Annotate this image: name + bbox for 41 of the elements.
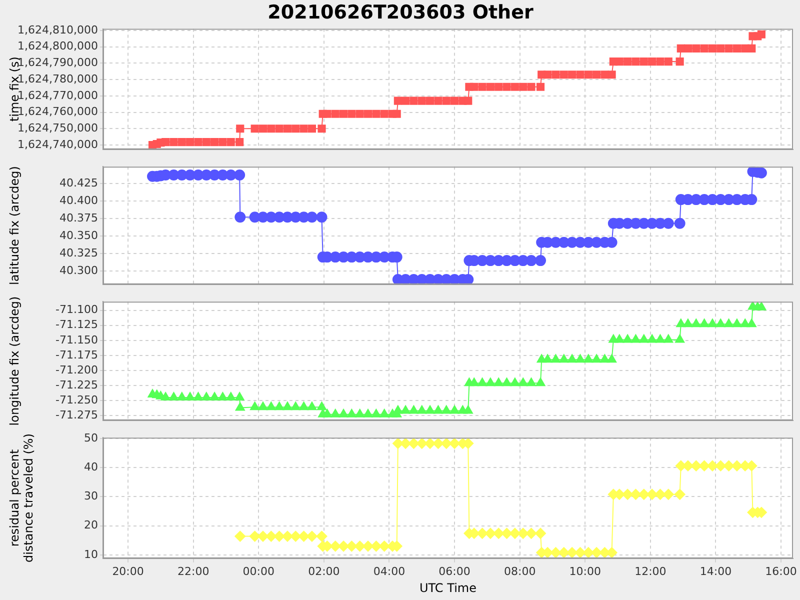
x-tick-label: 10:00 bbox=[569, 564, 601, 578]
x-tick-label: 02:00 bbox=[308, 564, 340, 578]
y-tick-label: 1,624,800,000 bbox=[18, 40, 98, 53]
y-tick-label: 1,624,760,000 bbox=[18, 105, 98, 118]
x-tick-label: 20:00 bbox=[112, 564, 144, 578]
y-tick-label: -71.100 bbox=[56, 303, 98, 316]
x-tick-label: 14:00 bbox=[700, 564, 732, 578]
x-tick-label: 04:00 bbox=[373, 564, 406, 578]
y-tick-label: 30 bbox=[84, 490, 98, 503]
y-axis-title: latitude fix (arcdeg) bbox=[7, 166, 22, 285]
y-tick-label: 1,624,740,000 bbox=[18, 138, 98, 151]
y-axis-title: residual percent distance traveled (%) bbox=[7, 433, 36, 563]
x-tick-label: 06:00 bbox=[438, 564, 470, 578]
x-tick-label: 00:00 bbox=[242, 564, 274, 578]
x-tick-label: 12:00 bbox=[634, 564, 666, 578]
y-tick-label: 10 bbox=[84, 548, 98, 561]
y-tick-label: 50 bbox=[84, 431, 98, 444]
y-tick-label: -71.225 bbox=[56, 378, 98, 392]
y-tick-label: 40.425 bbox=[60, 176, 98, 190]
y-tick-label: 40.400 bbox=[60, 194, 98, 207]
y-tick-label: -71.250 bbox=[56, 393, 98, 406]
y-tick-label: 40.325 bbox=[60, 246, 98, 260]
y-tick-label: 1,624,810,000 bbox=[18, 23, 98, 36]
y-tick-label: -71.175 bbox=[56, 348, 98, 362]
y-tick-label: -71.275 bbox=[56, 408, 98, 422]
y-tick-label: 40.300 bbox=[60, 264, 98, 277]
y-axis-title: longitude fix (arcdeg) bbox=[7, 296, 22, 426]
y-tick-label: 20 bbox=[84, 518, 98, 532]
y-tick-label: -71.125 bbox=[56, 318, 98, 332]
y-tick-label: 40 bbox=[84, 460, 98, 474]
y-tick-label: 40.375 bbox=[60, 211, 98, 224]
x-tick-label: 16:00 bbox=[765, 564, 797, 578]
y-tick-label: 40.350 bbox=[60, 228, 98, 242]
x-tick-label: 08:00 bbox=[504, 564, 536, 578]
chart-title: 20210626T203603 Other bbox=[268, 1, 534, 24]
y-tick-label: 1,624,780,000 bbox=[18, 72, 98, 86]
x-axis-title: UTC Time bbox=[420, 580, 476, 595]
y-tick-label: -71.150 bbox=[56, 333, 98, 346]
y-tick-label: -71.200 bbox=[56, 363, 98, 376]
y-tick-label: 1,624,750,000 bbox=[18, 121, 98, 134]
x-tick-label: 22:00 bbox=[177, 564, 210, 578]
